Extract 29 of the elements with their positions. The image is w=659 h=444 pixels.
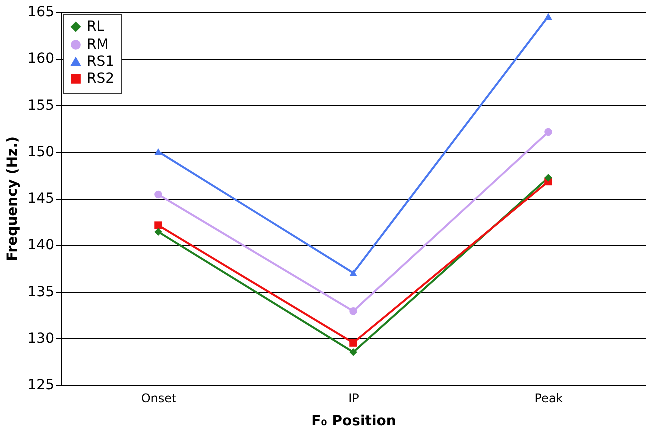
y-tick-label: 145 — [28, 191, 54, 207]
point — [154, 148, 162, 156]
x-axis-title: F₀ Position — [312, 414, 396, 430]
x-tick-label: Peak — [534, 392, 564, 406]
point — [154, 222, 162, 230]
y-tick-label: 155 — [28, 98, 54, 114]
point — [154, 190, 162, 199]
point — [544, 174, 552, 182]
legend-label: RS2 — [87, 71, 115, 87]
point — [544, 128, 552, 136]
y-tick-label: 135 — [28, 284, 54, 300]
point — [544, 13, 552, 20]
point — [350, 348, 358, 356]
point — [350, 339, 358, 347]
y-tick-label: 140 — [28, 238, 54, 254]
legend-label: RL — [87, 19, 105, 35]
y-axis-title: Frequency (Hz.) — [4, 136, 21, 262]
point — [154, 228, 162, 236]
y-tick-label: 125 — [28, 378, 54, 394]
legend-label: RM — [87, 37, 109, 53]
y-tick-label: 150 — [28, 144, 54, 160]
y-tick-label: 160 — [28, 51, 54, 68]
x-tick-label: Onset — [141, 392, 177, 406]
y-tick-label: 130 — [28, 330, 54, 347]
x-tick-label: IP — [348, 392, 360, 406]
legend-label: RS1 — [87, 54, 115, 70]
point — [350, 307, 358, 316]
point — [350, 270, 358, 276]
y-tick-label: 165 — [28, 4, 54, 20]
